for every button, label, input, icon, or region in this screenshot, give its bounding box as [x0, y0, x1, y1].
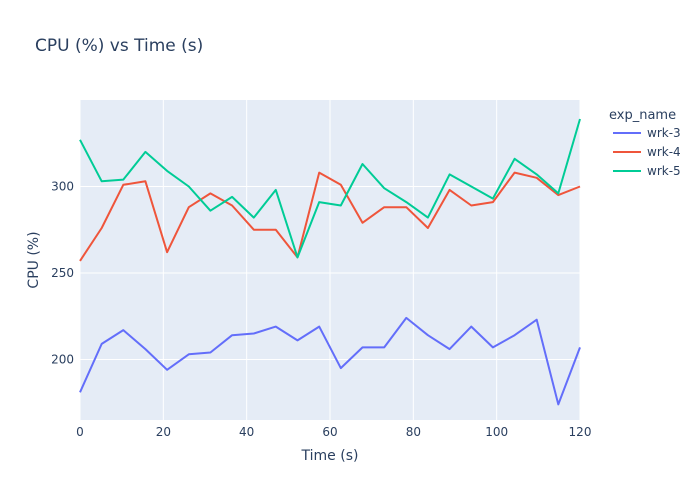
y-axis-title: CPU (%) [26, 231, 42, 288]
x-axis-title: Time (s) [301, 448, 359, 464]
x-tick-label: 20 [156, 425, 171, 439]
y-tick-label: 300 [51, 179, 74, 193]
chart-title: CPU (%) vs Time (s) [35, 36, 203, 56]
y-tick-label: 200 [51, 352, 74, 366]
legend: exp_name wrk-3 wrk-4 wrk-5 [609, 108, 681, 178]
legend-label-wrk-4[interactable]: wrk-4 [647, 145, 681, 159]
x-tick-label: 40 [239, 425, 254, 439]
x-tick-label: 0 [76, 425, 84, 439]
y-tick-label: 250 [51, 266, 74, 280]
series-lines [79, 118, 581, 406]
axis-ticks: 0 20 40 60 80 100 120 200 250 300 [51, 179, 591, 439]
legend-label-wrk-3[interactable]: wrk-3 [647, 126, 681, 140]
legend-label-wrk-5[interactable]: wrk-5 [647, 164, 681, 178]
series-line-wrk-4 [79, 171, 581, 262]
x-tick-label: 60 [322, 425, 337, 439]
x-tick-label: 120 [569, 425, 592, 439]
grid-lines [79, 100, 581, 420]
series-line-wrk-3 [79, 316, 581, 406]
series-line-wrk-5 [79, 118, 581, 259]
legend-title: exp_name [609, 108, 676, 123]
x-tick-label: 100 [485, 425, 508, 439]
x-tick-label: 80 [406, 425, 421, 439]
